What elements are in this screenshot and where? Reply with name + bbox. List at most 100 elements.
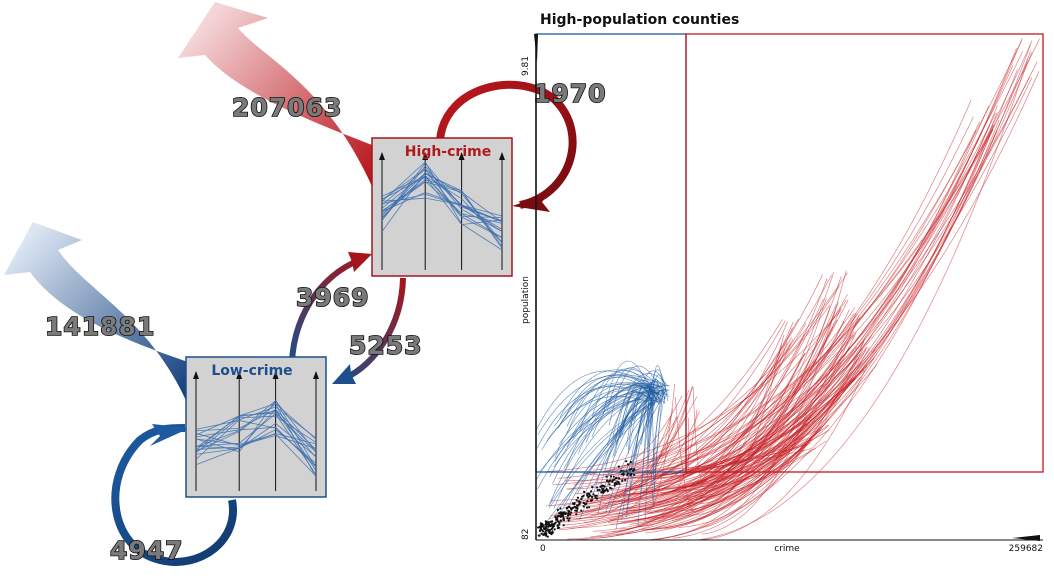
scatter-curve-red (564, 396, 698, 518)
x-axis-slider-handle[interactable] (1012, 535, 1040, 541)
scatter-curve-red (549, 51, 1023, 517)
scatter-point (610, 487, 613, 490)
scatter-point (613, 484, 616, 487)
scatter-point (609, 475, 613, 478)
scatter-curve-blue (591, 369, 657, 417)
scatter-curve-blue (572, 382, 662, 439)
scatter-curve-blue (536, 386, 656, 449)
low-crime-parallel-lines (195, 400, 317, 478)
scatter-curve-red (562, 320, 786, 509)
high-crime-selection-region[interactable] (685, 33, 1044, 473)
high-to-low-arrow (343, 277, 406, 381)
low-crime-node[interactable]: Low-crime (185, 356, 327, 498)
scatter-point (582, 494, 585, 497)
scatter-point (570, 508, 573, 511)
low-crime-title: Low-crime (211, 363, 292, 379)
scatter-curve-blue (554, 391, 655, 516)
scatter-point (562, 524, 565, 527)
scatter-curve-red (682, 334, 785, 505)
low-crime-exit-label: 141881 (45, 312, 155, 341)
scatter-point (586, 494, 589, 497)
low-to-high-arrowhead (348, 252, 372, 272)
scatter-point (538, 525, 541, 529)
scatter-point (544, 534, 547, 537)
scatter-point (567, 513, 570, 516)
scatter-curve-blue (630, 381, 667, 427)
scatter-panel: High-population counties 0 crime 259682 … (521, 12, 1044, 554)
scatter-point (559, 507, 562, 510)
scatter-curve-red (647, 383, 676, 513)
high-crime-node[interactable]: High-crime (371, 137, 513, 277)
scatter-point (586, 506, 589, 509)
scatter-point (595, 494, 598, 497)
scatter-point (606, 490, 609, 493)
scatter-curve-blue (602, 360, 653, 415)
scatter-point (596, 486, 599, 489)
scatter-curve-red (629, 352, 806, 525)
scatter-point (601, 487, 605, 490)
scatter-point (612, 475, 615, 478)
parallel-line (381, 193, 503, 223)
scatter-curve-red (679, 341, 788, 489)
low-to-high-label: 3969 (296, 283, 370, 312)
parallel-line (381, 175, 503, 238)
scatter-point (621, 479, 624, 482)
high-crime-self-loop-arrowhead (512, 194, 550, 212)
scatter-point (556, 518, 559, 521)
scatter-point (545, 525, 548, 529)
scatter-curve-blue (621, 402, 652, 521)
scatter-curve-red (622, 417, 815, 495)
scatter-point (629, 461, 633, 464)
scatter-curve-blue (635, 391, 663, 448)
scatter-point (541, 523, 544, 526)
scatter-point (556, 520, 559, 523)
parallel-line (381, 197, 503, 222)
scatter-curve-blue (606, 367, 659, 412)
low-to-high-arrow (288, 257, 362, 373)
scatter-point (544, 532, 547, 535)
scatter-point (551, 530, 554, 533)
scatter-point (547, 523, 551, 526)
scatter-point (561, 515, 564, 518)
scatter-point (590, 495, 594, 499)
scatter-curve-red (651, 335, 872, 480)
scatter-point (562, 518, 565, 522)
scatter-point (628, 468, 631, 471)
scatter-curve-blue (615, 392, 660, 530)
parallel-axis-arrowhead (236, 371, 243, 379)
scatter-curve-red (592, 337, 792, 497)
scatter-curve-blue (536, 370, 654, 431)
scatter-curve-red (565, 415, 688, 519)
high-crime-title: High-crime (405, 144, 491, 160)
scatter-point (625, 460, 628, 463)
parallel-line (381, 165, 503, 232)
scatter-curve-red (592, 346, 867, 532)
y-axis-label: population (521, 276, 531, 324)
scatter-point (601, 484, 604, 487)
scatter-curve-red (630, 313, 858, 475)
scatter-curve-red (653, 423, 807, 520)
scatter-point (552, 523, 555, 526)
scatter-point (589, 499, 593, 502)
scatter-points (537, 460, 636, 538)
scatter-point (561, 513, 565, 516)
y-axis-slider-handle[interactable] (534, 34, 538, 62)
scatter-point (582, 505, 585, 508)
scatter-curve-red (663, 71, 1040, 476)
scatter-point (602, 491, 605, 494)
low-crime-self-loop-arrowhead (150, 424, 190, 446)
scatter-point (583, 490, 586, 493)
high-crime-self-label: 1970 (533, 79, 607, 108)
scatter-point (571, 502, 575, 505)
scatter-point (566, 517, 569, 520)
scatter-curve-red (701, 270, 847, 528)
scatter-point (578, 501, 582, 504)
scatter-curve-red (628, 100, 972, 478)
scatter-curve-red (584, 128, 994, 474)
low-crime-self-loop-arrow (111, 424, 238, 566)
scatter-point (548, 528, 552, 532)
scatter-point (617, 465, 621, 468)
scatter-point (626, 472, 629, 475)
scatter-point (548, 531, 551, 534)
parallel-line (381, 168, 503, 219)
